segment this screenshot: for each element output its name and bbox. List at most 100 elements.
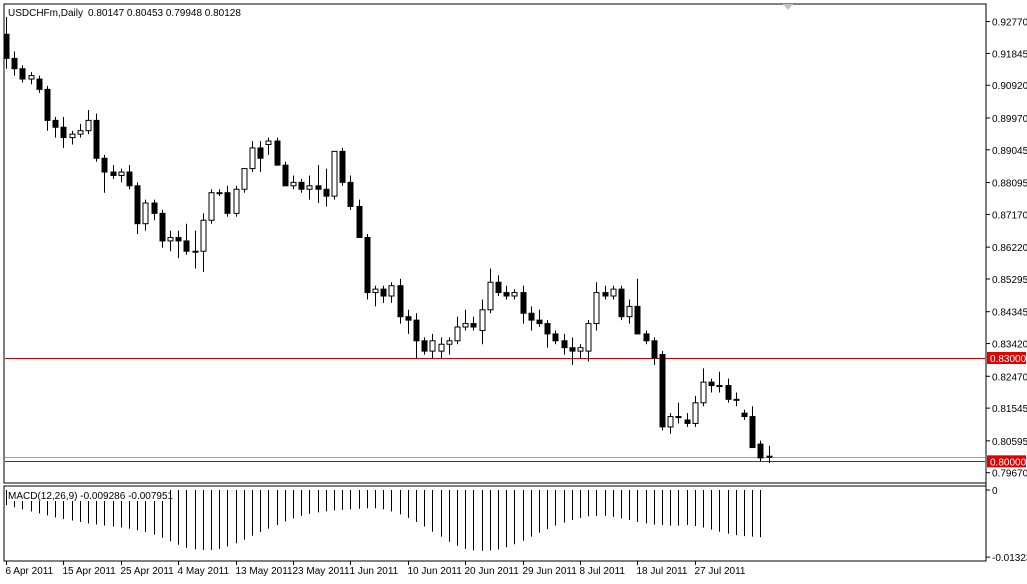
candle <box>315 165 322 204</box>
price-tick-label: 0.85295 <box>992 275 1027 286</box>
candle-body <box>405 316 412 321</box>
candle-body <box>356 205 363 238</box>
price-tick-label: 0.88095 <box>992 179 1027 190</box>
candle <box>429 333 436 359</box>
candle-body <box>265 140 272 145</box>
candle <box>224 185 231 217</box>
candle <box>552 330 559 345</box>
candle-body <box>651 340 658 359</box>
price-tag-bg <box>987 352 1026 365</box>
time-tick-label: 15 Apr 2011 <box>63 566 117 577</box>
chart-shift-marker-icon <box>783 4 793 10</box>
price-tags: 0.83000 0.80000 <box>987 352 1027 468</box>
candle-body <box>77 130 84 135</box>
candle-body <box>618 288 625 318</box>
candle-body <box>454 326 461 342</box>
candle-body <box>397 285 404 318</box>
candle <box>659 351 666 431</box>
time-tick-label: 4 May 2011 <box>178 566 230 577</box>
candle <box>3 17 10 69</box>
price-axis: 0.92770 0.91845 0.90920 0.89970 0.89045 0.880… <box>986 18 1027 480</box>
macd-label-bg <box>7 489 165 501</box>
candle-body <box>241 168 248 190</box>
price-tick-label: 0.89045 <box>992 146 1027 157</box>
candle-body <box>536 319 543 325</box>
candle <box>274 137 281 166</box>
candle-body <box>126 171 133 187</box>
candle <box>11 51 18 76</box>
candle <box>142 199 149 231</box>
candle <box>725 378 732 403</box>
candle-body <box>249 147 256 170</box>
candle <box>544 320 551 348</box>
candle <box>282 161 289 187</box>
price-panel-frame <box>3 3 987 484</box>
candle <box>306 175 313 200</box>
candle-body <box>667 416 674 428</box>
candle-body <box>52 119 59 128</box>
candle-body <box>183 240 190 252</box>
candle-body <box>290 181 297 187</box>
candle <box>438 337 445 359</box>
candle-body <box>593 292 600 325</box>
price-tag-bg <box>987 455 1026 468</box>
candle-body <box>446 340 453 345</box>
candle-body <box>93 119 100 159</box>
candle <box>44 85 51 131</box>
candle-body <box>733 398 740 401</box>
candle <box>520 285 527 324</box>
candle-body <box>692 402 699 424</box>
candle-body <box>257 147 264 159</box>
candle <box>536 309 543 328</box>
candle <box>479 299 486 345</box>
candle-body <box>495 281 502 294</box>
candle <box>298 178 305 193</box>
candle <box>175 230 182 259</box>
candle-body <box>159 212 166 242</box>
candle <box>626 299 633 324</box>
candle-body <box>282 164 289 187</box>
price-tag-label: 0.80000 <box>990 457 1027 468</box>
price-tick-label: 0.86220 <box>992 243 1027 254</box>
header-ohlc: 0.80147 0.80453 0.79948 0.80128 <box>88 8 241 19</box>
candle <box>413 313 420 359</box>
candle-body <box>224 192 231 214</box>
candle <box>700 368 707 407</box>
candle <box>397 278 404 324</box>
candle <box>118 168 125 183</box>
candle-body <box>101 157 108 173</box>
price-tick-label: 0.81545 <box>992 404 1027 415</box>
candle-body <box>347 181 354 207</box>
candle-body <box>192 250 199 253</box>
candle <box>167 230 174 252</box>
candle <box>364 234 371 300</box>
candle <box>692 395 699 427</box>
candle <box>200 213 207 272</box>
candle <box>667 413 674 434</box>
candle-body <box>3 33 10 59</box>
candle-body <box>757 443 764 459</box>
time-tick-label: 27 Jul 2011 <box>695 566 746 577</box>
candle-body <box>749 416 756 449</box>
candles <box>3 17 773 464</box>
candle <box>356 199 363 238</box>
price-tick-label: 0.83420 <box>992 340 1027 351</box>
candle-body <box>323 188 330 197</box>
price-tick-label: 0.91845 <box>992 49 1027 60</box>
price-tag-label: 0.83000 <box>990 354 1027 365</box>
candle-body <box>479 309 486 331</box>
price-tick-label: 0.79670 <box>992 469 1027 480</box>
candle <box>93 113 100 162</box>
macd-tick-label: 0 <box>992 486 998 497</box>
candle-body <box>577 347 584 352</box>
candle-body <box>520 292 527 314</box>
time-tick-label: 25 Apr 2011 <box>121 566 175 577</box>
macd-tick-label: -0.01323 <box>992 553 1027 564</box>
candle <box>511 289 518 300</box>
candle <box>470 316 477 331</box>
candle-body <box>388 285 395 297</box>
candle-body <box>413 319 420 342</box>
candle-body <box>708 381 715 387</box>
candle <box>101 154 108 193</box>
